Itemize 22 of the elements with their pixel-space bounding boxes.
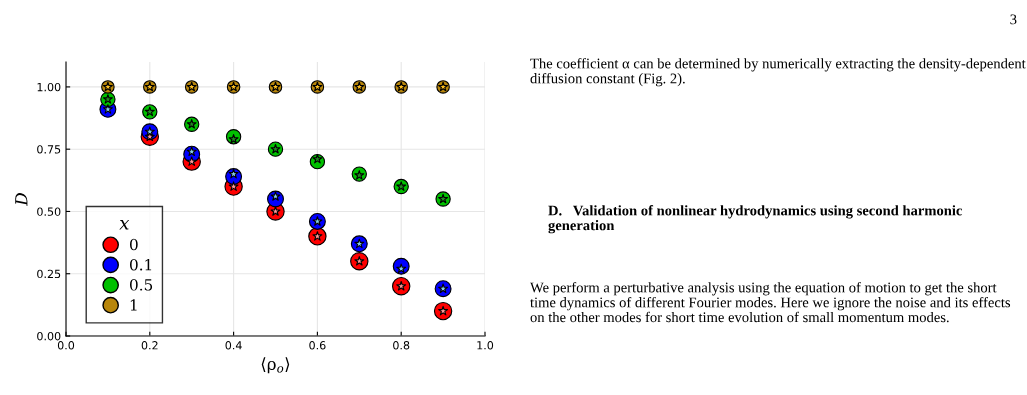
legend-title: x (119, 220, 130, 230)
x-tick-label: 0.8 (393, 341, 410, 350)
text: 3 (1010, 14, 1017, 25)
x-tick-label: 0.4 (225, 341, 242, 350)
text: D. Validation of nonlinear hydrodynamics using second harmonic generation (548, 205, 963, 234)
x-axis-title: ⟨ρ$_{o}$⟩ (261, 357, 290, 374)
text: We perform a perturbative analysis using the equation of motion to get the short time dynamics of different Fourier modes. Here we ignore the noise and its effects on the other modes for short time evolution of small momentum modes. (530, 282, 1011, 323)
y-tick-label: 1.00 (37, 82, 61, 92)
legend-label: 0.5 (129, 279, 153, 291)
y-tick-label: 0.25 (37, 269, 61, 279)
y-tick-label: 0.75 (37, 145, 61, 154)
x-tick-label: 0.2 (141, 341, 158, 350)
y-tick-label: 0.50 (37, 207, 61, 216)
legend-label: 0 (129, 238, 138, 251)
text: The coefficient α can be determined by numerically extracting the density-dependent diffusion constant (Fig. 2). (530, 58, 1026, 87)
x-tick-label: 0.6 (309, 341, 326, 350)
x-tick-label: 0.0 (57, 341, 75, 350)
x-tick-label: 1.0 (477, 341, 494, 350)
y-tick-label: 0.00 (37, 331, 61, 341)
legend-label: 1 (130, 299, 137, 311)
legend-label: 0.1 (129, 258, 152, 271)
y-axis-title: D (15, 193, 28, 206)
